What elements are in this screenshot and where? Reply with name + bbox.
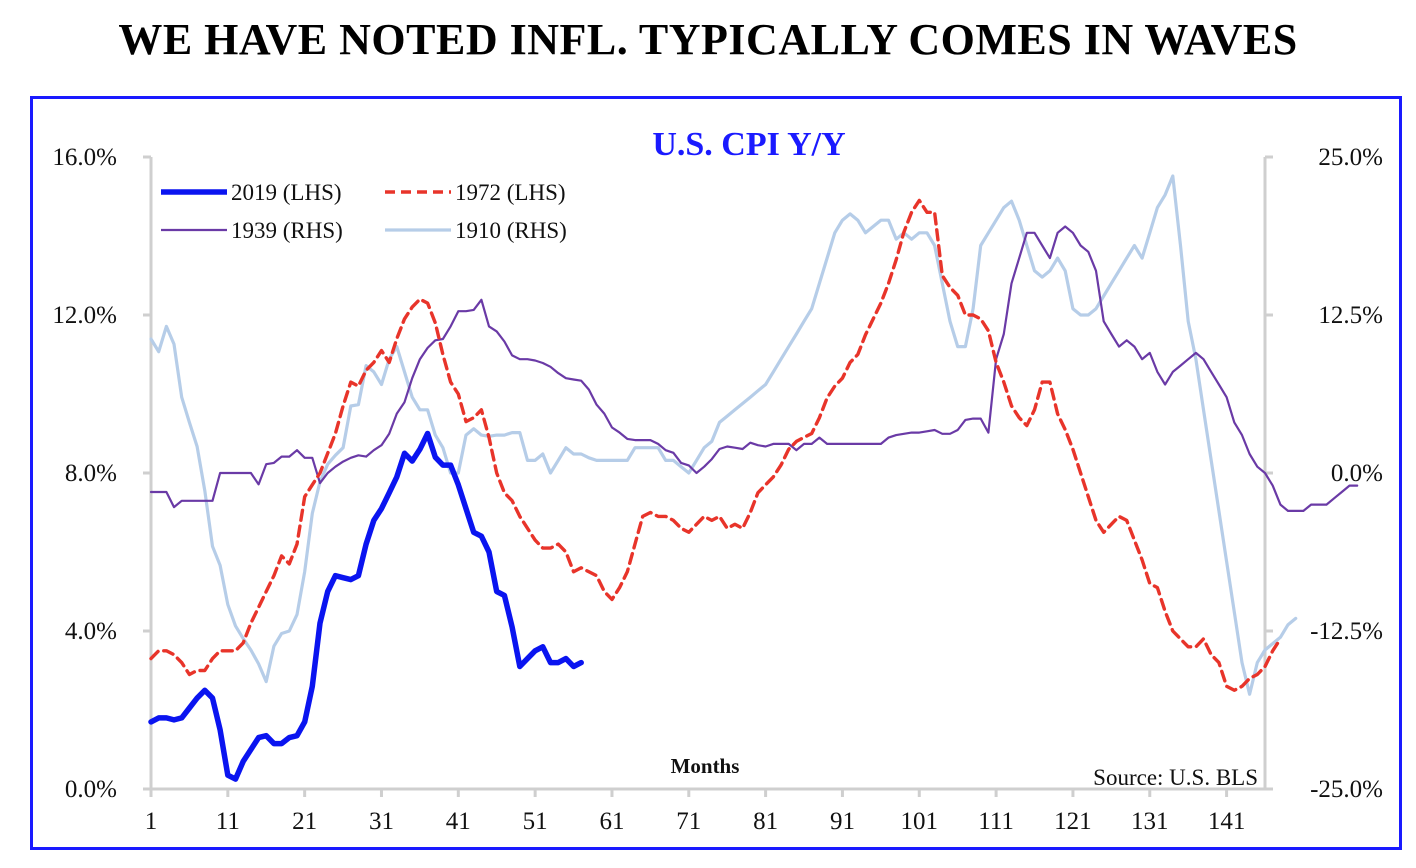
left-tick-label: 12.0% [52, 302, 117, 329]
x-tick-label: 121 [1054, 808, 1092, 835]
left-tick-label: 8.0% [65, 460, 117, 487]
cpi-chart: 0.0%4.0%8.0%12.0%16.0%-25.0%-12.5%0.0%12… [52, 126, 1383, 835]
series-line-1972 [149, 198, 1283, 692]
left-tick-label: 4.0% [65, 618, 117, 645]
source-note: Source: U.S. BLS [1093, 765, 1258, 790]
x-tick-label: 41 [446, 808, 471, 835]
x-tick-label: 31 [369, 808, 394, 835]
x-tick-label: 131 [1131, 808, 1169, 835]
x-tick-label: 51 [523, 808, 548, 835]
legend-label-1910: 1910 (RHS) [455, 218, 567, 243]
x-tick-label: 71 [676, 808, 701, 835]
legend-label-1972: 1972 (LHS) [455, 180, 566, 205]
x-tick-label: 81 [753, 808, 778, 835]
x-axis-label: Months [671, 754, 740, 778]
right-tick-label: -12.5% [1310, 618, 1383, 645]
x-tick-label: 21 [292, 808, 317, 835]
x-tick-label: 61 [599, 808, 624, 835]
legend: 2019 (LHS) 1972 (LHS) 1939 (RHS) 1910 (RHS) [161, 180, 567, 243]
chart-title: U.S. CPI Y/Y [652, 126, 845, 163]
page-headline: WE HAVE NOTED INFL. TYPICALLY COMES IN W… [118, 15, 1298, 64]
right-tick-label: 25.0% [1318, 144, 1383, 171]
series-line-2019 [148, 430, 584, 782]
right-tick-label: 12.5% [1318, 302, 1383, 329]
series-lines [148, 174, 1359, 782]
x-tick-label: 1 [145, 808, 158, 835]
x-tick-label: 111 [978, 808, 1014, 835]
x-tick-label: 141 [1208, 808, 1246, 835]
axes: 0.0%4.0%8.0%12.0%16.0%-25.0%-12.5%0.0%12… [52, 144, 1383, 835]
chart-frame: 0.0% 4.0% 8.0% 12.0% 16.0% -25.0% -12.5% 0.0% 12… [30, 96, 1402, 850]
x-tick-label: 101 [901, 808, 939, 835]
right-tick-label: 0.0% [1331, 460, 1383, 487]
legend-label-1939: 1939 (RHS) [231, 218, 343, 243]
series-line-1939 [149, 225, 1359, 512]
legend-label-2019: 2019 (LHS) [231, 180, 342, 205]
left-tick-label: 16.0% [52, 144, 117, 171]
left-tick-label: 0.0% [65, 776, 117, 803]
x-tick-label: 91 [830, 808, 855, 835]
x-tick-label: 11 [216, 808, 240, 835]
series-line-1910 [149, 174, 1298, 696]
right-tick-label: -25.0% [1310, 776, 1383, 803]
